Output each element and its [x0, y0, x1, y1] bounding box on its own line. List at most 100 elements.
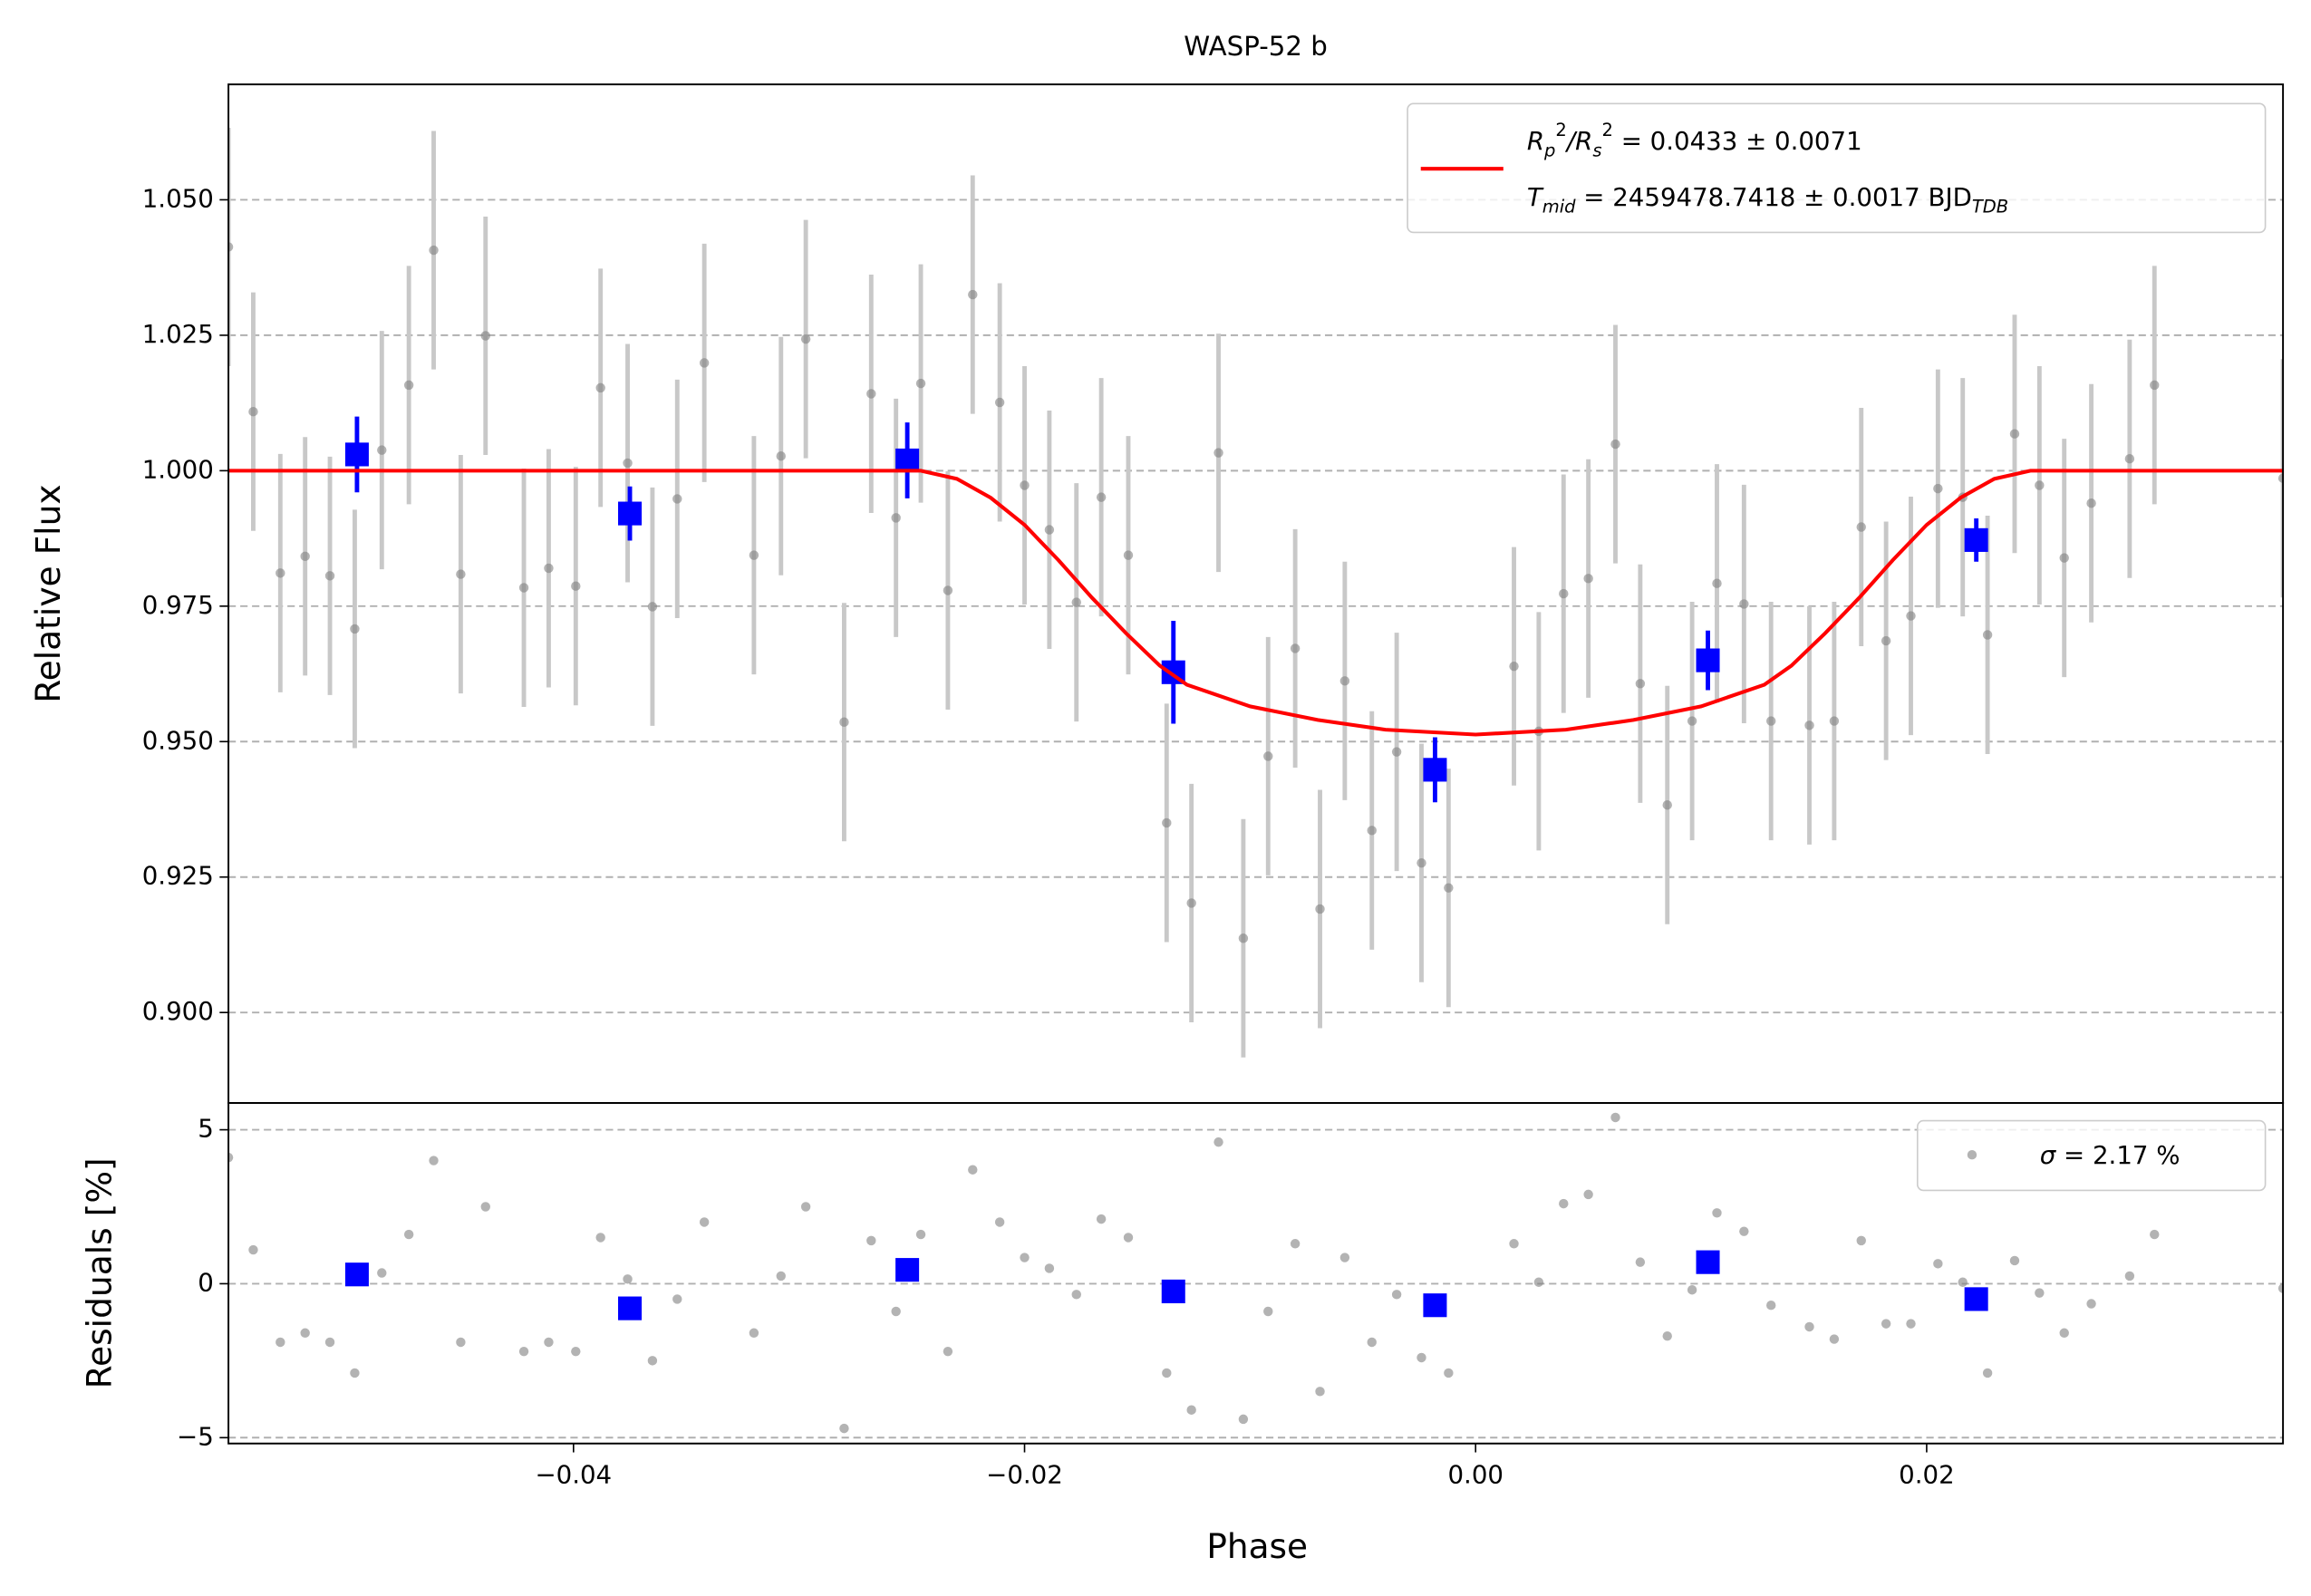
- x-axis-label: Phase: [1206, 1526, 1308, 1566]
- data-point: [1804, 1321, 1814, 1332]
- data-point: [1766, 716, 1776, 726]
- x-tick-label: −0.04: [535, 1460, 612, 1490]
- binned-point: [1964, 1287, 1988, 1311]
- data-point: [647, 602, 658, 612]
- y-tick-label: 1.025: [142, 319, 214, 349]
- legend: Rp2/Rs2 = 0.0433 ± 0.0071 Tmid = 2459478…: [1407, 102, 2267, 1192]
- data-point: [350, 1368, 360, 1378]
- legend-label: Tmid = 2459478.7418 ± 0.0017 BJDTDB: [1527, 182, 2008, 217]
- data-point: [1290, 1239, 1301, 1249]
- data-point: [800, 334, 811, 344]
- data-point: [1444, 1368, 1454, 1378]
- data-point: [2086, 498, 2096, 508]
- chart-title: WASP-52 b: [1184, 31, 1328, 62]
- data-point: [623, 1274, 633, 1284]
- label-part: /R: [1564, 126, 1593, 156]
- data-point: [1881, 635, 1891, 646]
- data-point: [1186, 898, 1196, 908]
- data-point: [324, 571, 335, 581]
- data-point: [1020, 1253, 1030, 1262]
- data-point: [1214, 1137, 1223, 1147]
- data-point: [544, 1337, 554, 1348]
- label-part: R: [1527, 126, 1544, 156]
- data-point: [1123, 1233, 1134, 1243]
- data-point: [1444, 883, 1454, 893]
- data-point: [1635, 1257, 1646, 1267]
- data-point: [1367, 1337, 1377, 1348]
- data-point: [2009, 1255, 2020, 1266]
- data-point: [2150, 1229, 2160, 1240]
- data-point: [1662, 1330, 1672, 1341]
- data-point: [403, 1229, 414, 1240]
- data-point: [1906, 1319, 1916, 1329]
- label-part: TDB: [1972, 196, 2008, 217]
- data-point: [1044, 525, 1055, 535]
- data-point: [518, 1346, 529, 1357]
- data-point: [839, 1423, 849, 1434]
- model-line: [228, 469, 2284, 737]
- y-axis-label: Relative Flux: [28, 484, 68, 702]
- data-point: [276, 568, 285, 578]
- binned-point: [344, 442, 369, 467]
- data-point: [968, 289, 978, 300]
- data-point: [480, 331, 490, 341]
- data-point: [1367, 826, 1377, 836]
- data-point: [994, 1217, 1005, 1227]
- data-point: [377, 1268, 387, 1278]
- data-point: [1263, 751, 1273, 761]
- data-point: [1829, 1334, 1840, 1344]
- data-point: [943, 1346, 953, 1357]
- data-point: [248, 1244, 258, 1255]
- data-point: [595, 382, 605, 393]
- data-point: [1417, 857, 1426, 868]
- data-point: [915, 378, 926, 389]
- data-point: [2009, 429, 2020, 439]
- data-point: [1856, 522, 1866, 532]
- data-point: [1712, 578, 1722, 588]
- data-point: [429, 245, 439, 256]
- data-point: [1559, 1198, 1569, 1209]
- label-part: = 2.17 %: [2055, 1140, 2180, 1170]
- label-part: 2: [1602, 119, 1613, 140]
- data-point: [1662, 799, 1672, 810]
- data-point: [1856, 1235, 1866, 1246]
- data-point: [1906, 611, 1916, 621]
- data-point: [276, 1337, 285, 1348]
- binned-point: [895, 1258, 920, 1282]
- x-tick-label: −0.02: [986, 1460, 1063, 1490]
- plot-frame: [227, 1102, 2285, 1445]
- binned-point: [618, 501, 643, 526]
- data-point: [749, 1328, 759, 1339]
- data-point: [1958, 1277, 1968, 1287]
- data-point: [672, 1294, 682, 1304]
- data-point: [1509, 661, 1519, 672]
- data-point: [1020, 480, 1030, 490]
- legend-marker: [1967, 1149, 1977, 1160]
- data-point: [1610, 1112, 1620, 1123]
- data-point: [1417, 1352, 1426, 1363]
- data-point: [1238, 1414, 1249, 1425]
- data-point: [1044, 1263, 1055, 1273]
- data-point: [480, 1202, 490, 1212]
- label-part: p: [1543, 140, 1555, 160]
- data-point: [943, 585, 953, 595]
- data-point: [647, 1356, 658, 1366]
- data-point: [1186, 1405, 1196, 1415]
- data-point: [800, 1202, 811, 1212]
- data-point: [699, 358, 710, 368]
- x-tick-label: 0.02: [1899, 1460, 1955, 1490]
- label-part: = 2459478.7418 ± 0.0017 BJD: [1576, 182, 1972, 212]
- y-tick-label: −5: [177, 1421, 214, 1451]
- data-point: [749, 550, 759, 560]
- data-point: [699, 1217, 710, 1227]
- data-point: [1933, 1259, 1943, 1269]
- data-point: [672, 494, 682, 504]
- legend-label: σ = 2.17 %: [2040, 1140, 2180, 1170]
- data-point: [1982, 630, 1993, 640]
- data-point: [518, 583, 529, 593]
- data-point: [1096, 492, 1107, 502]
- legend-box: [1407, 102, 2267, 234]
- y-tick-label: 1.050: [142, 183, 214, 213]
- data-point: [1982, 1368, 1993, 1378]
